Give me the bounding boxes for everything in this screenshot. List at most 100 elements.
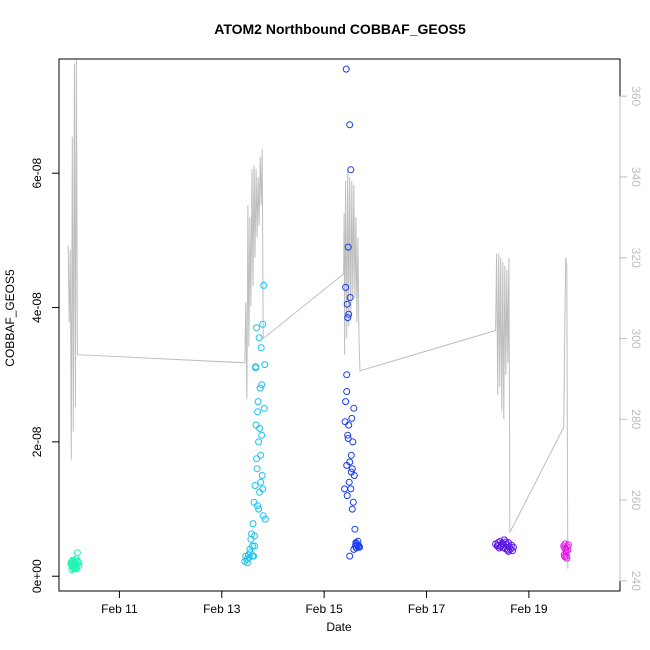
x-tick-label: Feb 11 <box>101 602 138 616</box>
data-point <box>346 294 354 301</box>
x-tick-label: Feb 17 <box>408 602 446 616</box>
data-point <box>69 556 77 564</box>
data-point <box>258 472 266 479</box>
data-point <box>344 435 352 442</box>
data-point <box>504 547 512 555</box>
data-point <box>343 461 351 469</box>
data-point <box>343 300 351 308</box>
data-point <box>259 320 267 328</box>
x-axis: Feb 11 Feb 13 Feb 15 Feb 17 Feb 19 <box>101 590 548 616</box>
y-tick-label: 2e-08 <box>30 426 44 457</box>
data-point <box>256 384 264 392</box>
data-point <box>348 414 356 422</box>
data-point <box>344 243 352 251</box>
data-point <box>509 547 516 555</box>
data-point <box>345 478 353 486</box>
x-axis-label: Date <box>326 620 352 634</box>
y-tick-label: 6e-08 <box>30 158 44 189</box>
data-point <box>349 438 357 446</box>
data-point <box>251 482 259 489</box>
data-point <box>347 485 355 493</box>
data-point <box>255 438 263 446</box>
data-point <box>258 431 266 439</box>
data-point <box>252 421 260 429</box>
data-point <box>257 451 265 459</box>
data-point <box>345 310 353 318</box>
y2-tick-label: 340 <box>629 167 643 187</box>
data-point <box>255 505 263 513</box>
data-point <box>342 65 350 73</box>
data-point <box>250 498 258 506</box>
series-5 <box>560 540 572 562</box>
data-point <box>350 545 358 553</box>
data-point <box>251 542 258 550</box>
data-point <box>499 540 507 548</box>
data-point <box>253 465 261 473</box>
data-point <box>345 421 353 429</box>
plot-frame <box>58 58 621 592</box>
scatter-points <box>67 65 572 573</box>
data-point <box>253 455 261 463</box>
data-point <box>348 505 356 513</box>
data-point <box>341 418 349 426</box>
data-point <box>249 552 256 560</box>
y2-tick-label: 240 <box>629 571 643 591</box>
data-point <box>70 564 78 571</box>
data-point <box>253 324 261 332</box>
chart-title: ATOM2 Northbound COBBAF_GEOS5 <box>214 21 466 37</box>
series-1 <box>67 549 83 573</box>
data-point <box>252 364 260 372</box>
y-axis-right: 240 260 280 300 320 340 360 <box>619 86 643 591</box>
x-tick-label: Feb 15 <box>305 602 343 616</box>
data-point <box>257 344 265 352</box>
data-point <box>561 544 569 552</box>
data-point <box>261 361 269 369</box>
series-2 <box>241 281 269 567</box>
data-point <box>342 398 350 406</box>
data-point <box>257 478 265 486</box>
y2-tick-label: 320 <box>629 248 643 268</box>
data-point <box>251 532 258 540</box>
data-point <box>562 552 570 560</box>
data-point <box>249 542 256 550</box>
x-tick-label: Feb 13 <box>203 602 241 616</box>
data-point <box>510 543 517 551</box>
data-point <box>347 468 355 476</box>
data-point <box>259 485 267 493</box>
data-point <box>260 281 268 289</box>
y2-tick-label: 260 <box>629 490 643 510</box>
data-point <box>346 121 354 129</box>
data-point <box>352 539 360 547</box>
data-point <box>258 381 266 389</box>
y-axis-left: 0e+00 2e-08 4e-08 6e-08 <box>30 158 60 593</box>
y-tick-label: 4e-08 <box>30 292 44 323</box>
series-4 <box>492 536 517 555</box>
series-3 <box>341 65 363 560</box>
y-tick-label: 0e+00 <box>30 559 44 593</box>
secondary-line <box>67 59 569 569</box>
y2-tick-label: 280 <box>629 409 643 429</box>
data-point <box>254 408 262 416</box>
data-point <box>75 559 82 567</box>
data-point <box>260 404 268 412</box>
data-point <box>342 283 350 291</box>
data-point <box>72 565 80 573</box>
y2-tick-label: 300 <box>629 329 643 349</box>
data-point <box>261 515 269 523</box>
x-tick-label: Feb 19 <box>510 602 548 616</box>
data-point <box>349 498 357 506</box>
data-point <box>341 485 349 493</box>
data-point <box>344 314 352 322</box>
data-point <box>344 431 352 439</box>
data-point <box>348 465 356 473</box>
data-point <box>256 424 264 432</box>
data-point <box>343 492 351 500</box>
y2-tick-label: 360 <box>629 86 643 106</box>
data-point <box>255 334 263 342</box>
data-point <box>254 502 262 510</box>
data-point <box>347 451 355 459</box>
data-point <box>343 371 351 379</box>
data-point <box>343 388 351 395</box>
secondary-line-path <box>67 59 569 569</box>
